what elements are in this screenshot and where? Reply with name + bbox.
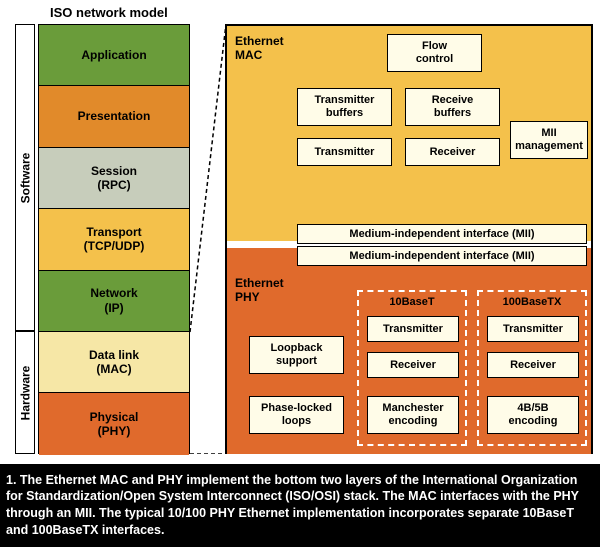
rx-buffers-box: Receive buffers bbox=[405, 88, 500, 126]
tenbaset-group: 10BaseT Transmitter Receiver Manchester … bbox=[357, 290, 467, 446]
mac-transmitter-box: Transmitter bbox=[297, 138, 392, 166]
diagram-title: ISO network model bbox=[50, 5, 168, 20]
mac-region-label: Ethernet MAC bbox=[235, 34, 284, 63]
layer-transport: Transport (TCP/UDP) bbox=[39, 209, 189, 270]
tenbaset-tx-box: Transmitter bbox=[367, 316, 459, 342]
hundredbasetx-tx-box: Transmitter bbox=[487, 316, 579, 342]
connector-lines bbox=[190, 24, 226, 454]
software-label-bar: Software bbox=[15, 24, 35, 331]
osi-stack: Application Presentation Session (RPC) T… bbox=[38, 24, 190, 454]
layer-application: Application bbox=[39, 25, 189, 86]
mii-bottom-bar: Medium-independent interface (MII) bbox=[297, 246, 587, 266]
phy-region-label: Ethernet PHY bbox=[235, 276, 284, 305]
mii-management-box: MII management bbox=[510, 121, 588, 159]
hardware-label-bar: Hardware bbox=[15, 331, 35, 454]
hundredbasetx-rx-box: Receiver bbox=[487, 352, 579, 378]
loopback-box: Loopback support bbox=[249, 336, 344, 374]
tenbaset-label: 10BaseT bbox=[359, 296, 465, 308]
detail-panel: Ethernet MAC Flow control Transmitter bu… bbox=[225, 24, 593, 454]
flow-control-box: Flow control bbox=[387, 34, 482, 72]
software-label: Software bbox=[18, 152, 32, 203]
figure-caption: 1. The Ethernet MAC and PHY implement th… bbox=[0, 464, 600, 547]
layer-session: Session (RPC) bbox=[39, 148, 189, 209]
mac-region: Ethernet MAC Flow control Transmitter bu… bbox=[227, 26, 591, 241]
hundredbasetx-label: 100BaseTX bbox=[479, 296, 585, 308]
mii-top-bar: Medium-independent interface (MII) bbox=[297, 224, 587, 244]
tx-buffers-box: Transmitter buffers bbox=[297, 88, 392, 126]
layer-network: Network (IP) bbox=[39, 271, 189, 332]
diagram-canvas: ISO network model Software Hardware Appl… bbox=[0, 0, 600, 547]
pll-box: Phase-locked loops bbox=[249, 396, 344, 434]
hundredbasetx-group: 100BaseTX Transmitter Receiver 4B/5B enc… bbox=[477, 290, 587, 446]
tenbaset-rx-box: Receiver bbox=[367, 352, 459, 378]
hardware-label: Hardware bbox=[18, 365, 32, 420]
phy-region: Medium-independent interface (MII) Ether… bbox=[227, 248, 591, 454]
hundredbasetx-enc-box: 4B/5B encoding bbox=[487, 396, 579, 434]
mac-receiver-box: Receiver bbox=[405, 138, 500, 166]
layer-presentation: Presentation bbox=[39, 86, 189, 147]
layer-physical: Physical (PHY) bbox=[39, 393, 189, 454]
tenbaset-enc-box: Manchester encoding bbox=[367, 396, 459, 434]
layer-datalink: Data link (MAC) bbox=[39, 332, 189, 393]
